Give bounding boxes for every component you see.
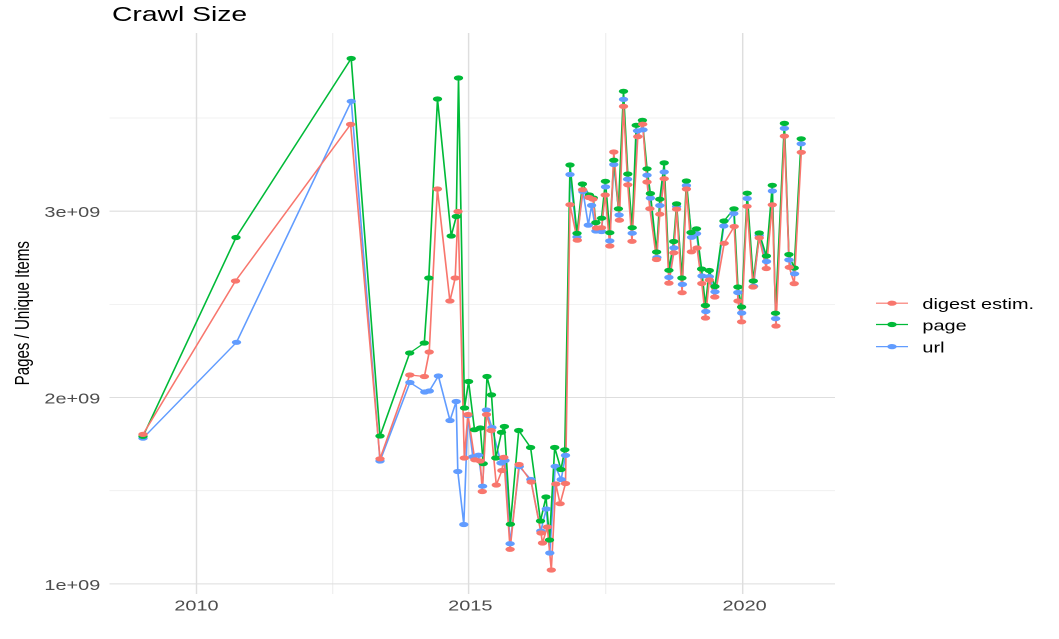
svg-text:url: url [922, 339, 944, 356]
svg-text:2020: 2020 [722, 597, 766, 614]
svg-text:2010: 2010 [174, 597, 218, 614]
svg-text:Crawl Size: Crawl Size [112, 4, 247, 26]
svg-text:page: page [922, 317, 966, 334]
svg-text:Pages / Unique Items: Pages / Unique Items [11, 241, 34, 385]
svg-text:2015: 2015 [448, 597, 492, 614]
svg-text:2e+09: 2e+09 [44, 390, 100, 407]
svg-text:digest estim.: digest estim. [922, 296, 1034, 313]
svg-text:3e+09: 3e+09 [44, 204, 100, 221]
svg-text:1e+09: 1e+09 [44, 577, 100, 594]
